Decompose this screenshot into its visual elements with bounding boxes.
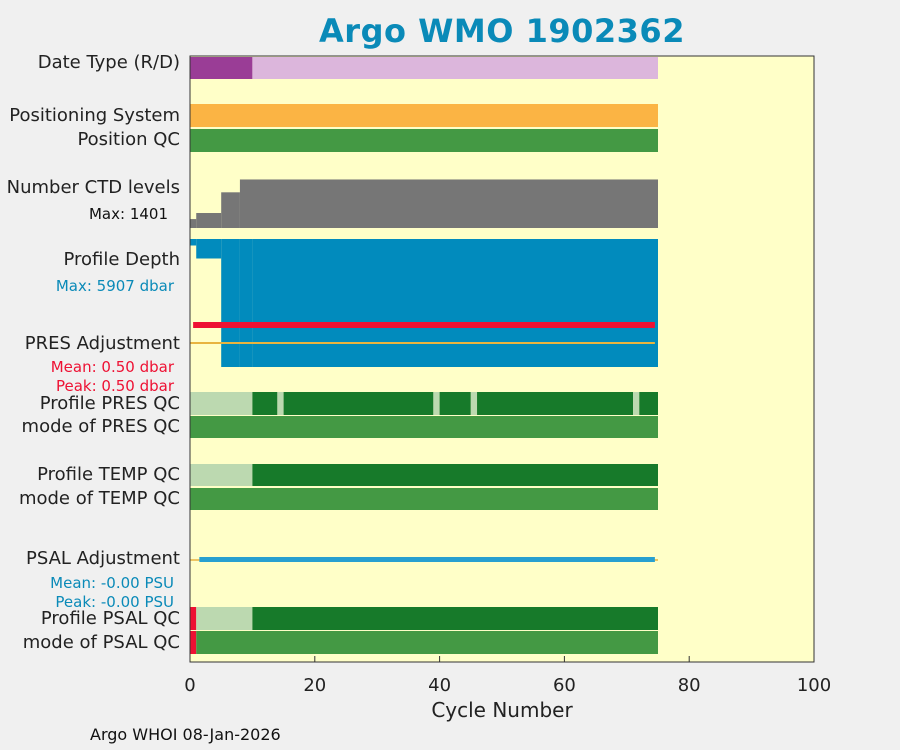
- ctd-levels-max: Max: 1401: [88, 205, 168, 223]
- profile-psal-qc-segment: [196, 607, 253, 630]
- label-date-type: Date Type (R/D): [37, 52, 180, 73]
- profile-pres-qc-segment: [470, 392, 478, 415]
- profile-temp-qc-segment: [190, 464, 253, 486]
- profile-depth-bar: [221, 239, 240, 367]
- x-tick-label: 20: [303, 675, 326, 696]
- x-tick-label: 100: [797, 675, 831, 696]
- profile-temp-qc-segment: [252, 464, 658, 486]
- label-profile-depth: Profile Depth: [63, 249, 180, 270]
- profile-depth-max: Max: 5907 dbar: [55, 277, 174, 295]
- x-tick-label: 80: [678, 675, 701, 696]
- profile-pres-qc-segment: [283, 392, 434, 415]
- profile-pres-qc-segment: [439, 392, 471, 415]
- label-profile-pres-qc: Profile PRES QC: [39, 393, 180, 414]
- profile-pres-qc-segment: [277, 392, 284, 415]
- profile-psal-qc-segment: [252, 607, 658, 630]
- date-type-segment: [190, 57, 253, 79]
- x-tick-label: 0: [184, 675, 195, 696]
- profile-depth-bar: [196, 239, 222, 259]
- mode-pres-qc-segment: [190, 416, 658, 438]
- ctd-levels-bar: [221, 192, 240, 228]
- mode-psal-qc-segment: [196, 631, 659, 654]
- positioning-system-segment: [190, 104, 658, 127]
- profile-pres-qc-segment: [633, 392, 640, 415]
- label-ctd-levels: Number CTD levels: [6, 177, 180, 198]
- profile-depth-bar: [239, 239, 253, 367]
- psal-adjustment-line: [199, 557, 655, 562]
- footer-credit: Argo WHOI 08-Jan-2026: [90, 725, 281, 744]
- profile-pres-qc-segment: [639, 392, 658, 415]
- profile-psal-qc-segment: [190, 607, 197, 630]
- ctd-levels-bar: [196, 213, 222, 228]
- x-tick-label: 40: [428, 675, 451, 696]
- label-psal-adjustment: PSAL Adjustment: [25, 548, 180, 569]
- profile-pres-qc-segment: [433, 392, 440, 415]
- pres-adjustment-mean: Mean: 0.50 dbar: [50, 358, 174, 376]
- x-axis-title: Cycle Number: [431, 698, 573, 722]
- mode-psal-qc-segment: [190, 631, 197, 654]
- position-qc-segment: [190, 129, 658, 152]
- ctd-levels-bar: [190, 219, 197, 228]
- label-profile-temp-qc: Profile TEMP QC: [37, 464, 180, 485]
- x-tick-label: 60: [553, 675, 576, 696]
- label-pres-adjustment: PRES Adjustment: [24, 333, 180, 354]
- date-type-segment: [252, 57, 658, 79]
- profile-pres-qc-segment: [252, 392, 278, 415]
- pres-adjustment-peak: Peak: 0.50 dbar: [55, 377, 174, 395]
- ctd-levels-bar: [239, 179, 659, 228]
- mode-temp-qc-segment: [190, 488, 658, 510]
- profile-pres-qc-segment: [190, 392, 253, 415]
- axes-frame: [189, 55, 815, 663]
- chart-title: Argo WMO 1902362: [319, 12, 685, 50]
- label-position-qc: Position QC: [77, 129, 180, 150]
- profile-depth-bar: [252, 239, 658, 367]
- profile-depth-bar: [190, 239, 197, 246]
- pres-adjustment-line: [193, 322, 655, 328]
- label-mode-pres-qc: mode of PRES QC: [21, 416, 180, 437]
- label-positioning-system: Positioning System: [9, 105, 180, 126]
- psal-adjustment-mean: Mean: -0.00 PSU: [50, 574, 174, 592]
- label-mode-psal-qc: mode of PSAL QC: [22, 632, 180, 653]
- label-mode-temp-qc: mode of TEMP QC: [18, 488, 180, 509]
- profile-pres-qc-segment: [477, 392, 634, 415]
- label-profile-psal-qc: Profile PSAL QC: [40, 608, 180, 629]
- psal-adjustment-peak: Peak: -0.00 PSU: [55, 593, 174, 611]
